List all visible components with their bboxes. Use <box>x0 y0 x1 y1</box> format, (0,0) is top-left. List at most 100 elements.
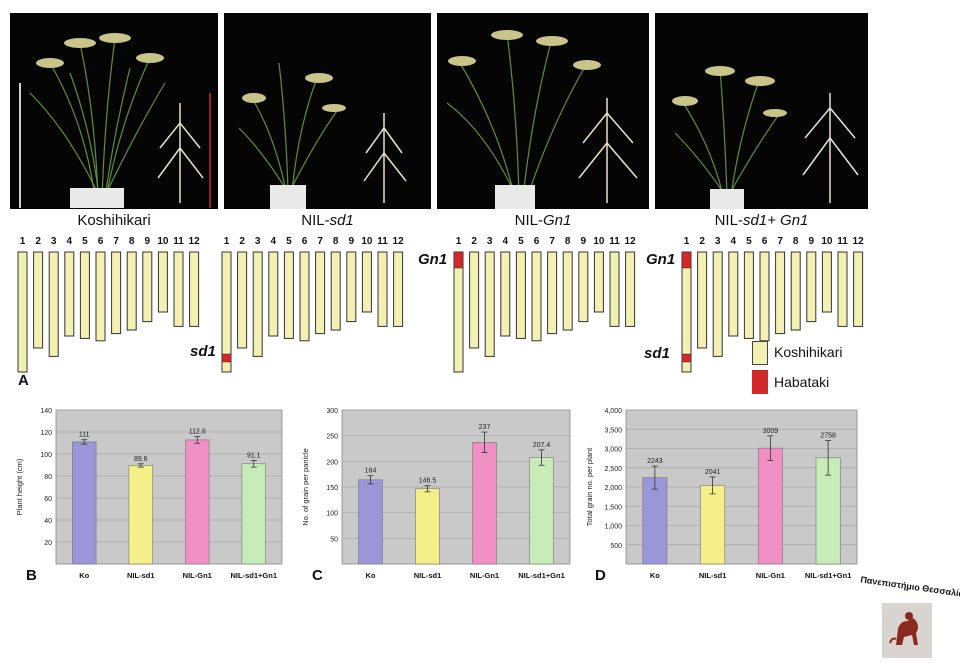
y-tick-label: 100 <box>40 452 52 459</box>
chromosome-bar <box>142 251 153 323</box>
locus-label-gn1-b: Gn1 <box>646 251 676 268</box>
chromosome-bar <box>299 251 310 342</box>
chromosome-number: 2 <box>471 236 477 247</box>
chromosome-bar <box>453 251 464 373</box>
panel-letter-c: C <box>312 567 323 584</box>
chromosome-number: 9 <box>145 236 151 247</box>
chromosome-number: 1 <box>20 236 26 247</box>
chromosome-number: 6 <box>534 236 540 247</box>
chromosome-bar <box>759 251 770 342</box>
chromosome-number: 12 <box>853 236 865 247</box>
chromosome-number: 6 <box>98 236 104 247</box>
chromosome-number: 6 <box>762 236 768 247</box>
habataki-segment <box>681 251 692 269</box>
chart-plant-height: 20 40 60 80 100 120 140 Plant height (cm) 111 Ko 8… <box>15 408 283 580</box>
chromosome-bar <box>806 251 817 323</box>
chromosome-number: 8 <box>129 236 135 247</box>
strain-label-nil-sd1-gn1: NIL-sd1+ Gn1 <box>714 212 809 229</box>
legend-label-habataki: Habataki <box>774 374 830 390</box>
chromosome-bar <box>562 251 573 331</box>
category-label: NIL-sd1 <box>414 571 442 580</box>
y-tick-label: 2,000 <box>604 485 622 492</box>
chromosome-bar <box>775 251 786 335</box>
locus-label-sd1-a: sd1 <box>190 343 216 360</box>
strain-label-nil-sd1: NIL-sd1 <box>301 212 354 229</box>
chromosome-number: 7 <box>549 236 555 247</box>
chromosome-number: 12 <box>189 236 201 247</box>
university-logo-text: Πανεπιστήμιο Θεσσαλίας <box>859 574 960 600</box>
chromosome-bar <box>728 251 739 337</box>
chart-grain-per-plant: 500 1,000 1,500 2,000 2,500 3,000 3,500 4,000 To… <box>585 408 858 580</box>
chromosome-bar <box>237 251 248 349</box>
y-tick-label: 140 <box>40 408 52 415</box>
chromosome-number: 7 <box>317 236 323 247</box>
chromosome-number: 6 <box>302 236 308 247</box>
locus-label-sd1-b: sd1 <box>644 345 670 362</box>
y-tick-label: 4,000 <box>604 408 622 415</box>
locus-label-gn1-a: Gn1 <box>418 251 448 268</box>
category-label: NIL-sd1+Gn1 <box>518 571 564 580</box>
data-label: 2243 <box>647 458 663 465</box>
karyotype-koshihikari: 1 2 3 4 5 6 7 8 9 10 11 12 <box>17 236 201 373</box>
chromosome-number: 2 <box>239 236 245 247</box>
chromosome-number: 4 <box>503 236 509 247</box>
chromosome-bar <box>469 251 480 349</box>
category-label: NIL-sd1 <box>699 571 727 580</box>
data-label: 164 <box>365 468 377 475</box>
category-label: NIL-sd1+Gn1 <box>805 571 851 580</box>
bar <box>642 477 668 565</box>
chromosome-bar <box>361 251 372 313</box>
legend-swatch-koshihikari <box>752 341 768 365</box>
chromosome-bar <box>17 251 28 373</box>
chromosome-bar <box>79 251 90 339</box>
chromosome-number: 3 <box>255 236 261 247</box>
chromosome-number: 5 <box>746 236 752 247</box>
bar <box>72 441 97 565</box>
chromosome-bar <box>95 251 106 342</box>
panel-letter-a: A <box>18 372 29 389</box>
chromosome-number: 10 <box>593 236 605 247</box>
chromosome-number: 1 <box>456 236 462 247</box>
chromosome-bar <box>712 251 723 357</box>
chart-grain-per-panicle: 50 100 150 200 250 300 No. of grain per panicl… <box>301 408 571 580</box>
y-tick-label: 100 <box>326 511 338 518</box>
chromosome-number: 11 <box>173 236 184 247</box>
chromosome-number: 5 <box>286 236 292 247</box>
photo-koshihikari <box>10 13 218 209</box>
bar <box>358 479 383 565</box>
chromosome-number: 11 <box>377 236 388 247</box>
category-label: Ko <box>650 571 660 580</box>
chromosome-number: 3 <box>715 236 721 247</box>
chromosome-bar <box>790 251 801 331</box>
data-label: 2758 <box>820 432 836 439</box>
chromosome-bar <box>609 251 620 327</box>
data-label: 89.6 <box>134 456 148 463</box>
chromosome-number: 7 <box>113 236 119 247</box>
habataki-segment <box>221 353 232 363</box>
chromosome-number: 3 <box>487 236 493 247</box>
category-label: NIL-Gn1 <box>183 571 212 580</box>
bar <box>757 447 783 565</box>
chromosome-number: 10 <box>821 236 833 247</box>
bar <box>700 485 726 565</box>
bar <box>185 439 210 565</box>
chromosome-bar <box>268 251 279 337</box>
chromosome-number: 5 <box>518 236 524 247</box>
data-label: 207.4 <box>533 442 551 449</box>
y-tick-label: 500 <box>610 543 622 550</box>
bar <box>472 442 497 565</box>
chromosome-bar <box>346 251 357 323</box>
data-label: 2041 <box>705 469 721 476</box>
bar <box>241 463 266 565</box>
strain-label-nil-gn1: NIL-Gn1 <box>514 212 572 229</box>
y-tick-label: 2,500 <box>604 466 622 473</box>
legend-label-koshihikari: Koshihikari <box>774 344 843 360</box>
chromosome-bar <box>64 251 75 337</box>
chromosome-number: 11 <box>609 236 620 247</box>
bar <box>415 488 440 565</box>
y-tick-label: 120 <box>40 430 52 437</box>
y-tick-label: 20 <box>44 540 52 547</box>
habataki-segment <box>681 353 692 363</box>
photo-nil-sd1 <box>224 13 431 209</box>
chromosome-number: 9 <box>349 236 355 247</box>
